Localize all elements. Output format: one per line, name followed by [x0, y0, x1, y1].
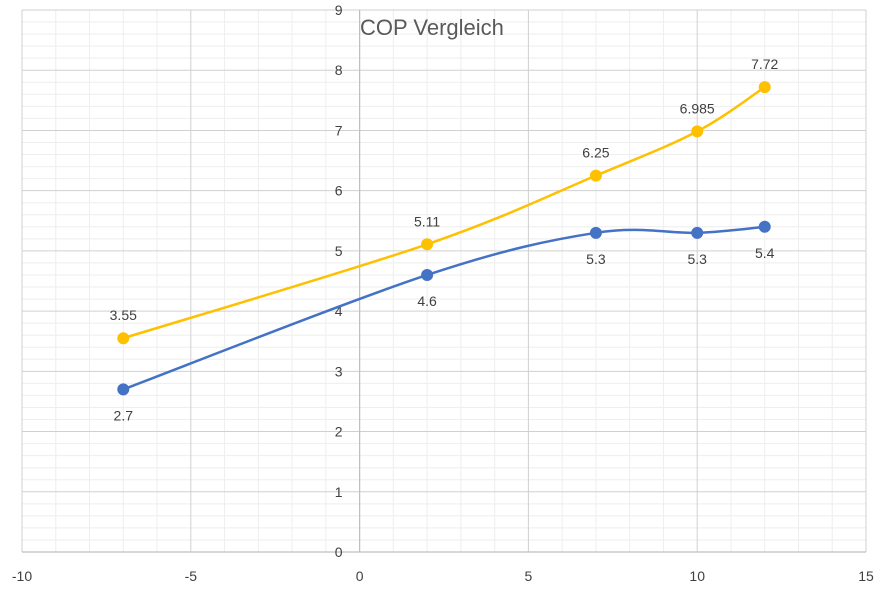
- y-tick-label: 0: [335, 544, 343, 560]
- y-tick-label: 9: [335, 2, 343, 18]
- x-tick-label: -5: [185, 568, 198, 584]
- data-point: [421, 268, 434, 281]
- data-point: [589, 169, 602, 182]
- y-tick-label: 1: [335, 484, 343, 500]
- y-tick-label: 8: [335, 62, 343, 78]
- data-label: 4.6: [417, 293, 437, 309]
- series-2: 3.55 5.11 6.25 6.985 7.72: [110, 56, 779, 345]
- x-tick-label: 10: [689, 568, 705, 584]
- data-point: [758, 220, 771, 233]
- series-1: 2.7 4.6 5.3 5.3 5.4: [114, 220, 775, 423]
- x-tick-label: 5: [525, 568, 533, 584]
- data-label: 7.72: [751, 56, 778, 72]
- data-point: [758, 81, 771, 94]
- data-label: 5.11: [414, 213, 440, 229]
- major-gridlines: [21, 9, 867, 553]
- data-label: 5.3: [586, 251, 606, 267]
- x-tick-labels: -10 -5 0 5 10 15: [12, 568, 874, 584]
- data-point: [589, 226, 602, 239]
- data-label: 5.3: [687, 251, 707, 267]
- data-point: [117, 383, 130, 396]
- data-point: [421, 238, 434, 251]
- y-tick-label: 3: [335, 363, 343, 379]
- data-label: 6.25: [582, 145, 609, 161]
- y-tick-label: 7: [335, 122, 343, 138]
- y-tick-labels: 0 1 2 3 4 5 6 7 8 9: [335, 2, 343, 560]
- data-label: 2.7: [114, 407, 134, 423]
- series-line: [122, 86, 766, 340]
- data-label: 5.4: [755, 245, 775, 261]
- data-point: [691, 226, 704, 239]
- data-label: 6.985: [680, 100, 715, 116]
- y-tick-label: 2: [335, 424, 343, 440]
- chart-title: COP Vergleich: [360, 15, 504, 40]
- minor-gridlines: [22, 10, 866, 552]
- x-tick-label: -10: [12, 568, 32, 584]
- y-tick-label: 5: [335, 243, 343, 259]
- axes: [22, 10, 866, 553]
- x-tick-label: 0: [356, 568, 364, 584]
- data-point: [691, 125, 704, 138]
- data-label: 3.55: [110, 307, 137, 323]
- x-tick-label: 15: [858, 568, 874, 584]
- y-tick-label: 6: [335, 183, 343, 199]
- y-tick-label: 4: [335, 303, 343, 319]
- data-point: [117, 332, 130, 345]
- series-layer: 2.7 4.6 5.3 5.3 5.4 3.55 5.11 6.25 6.985 7.72: [110, 56, 779, 423]
